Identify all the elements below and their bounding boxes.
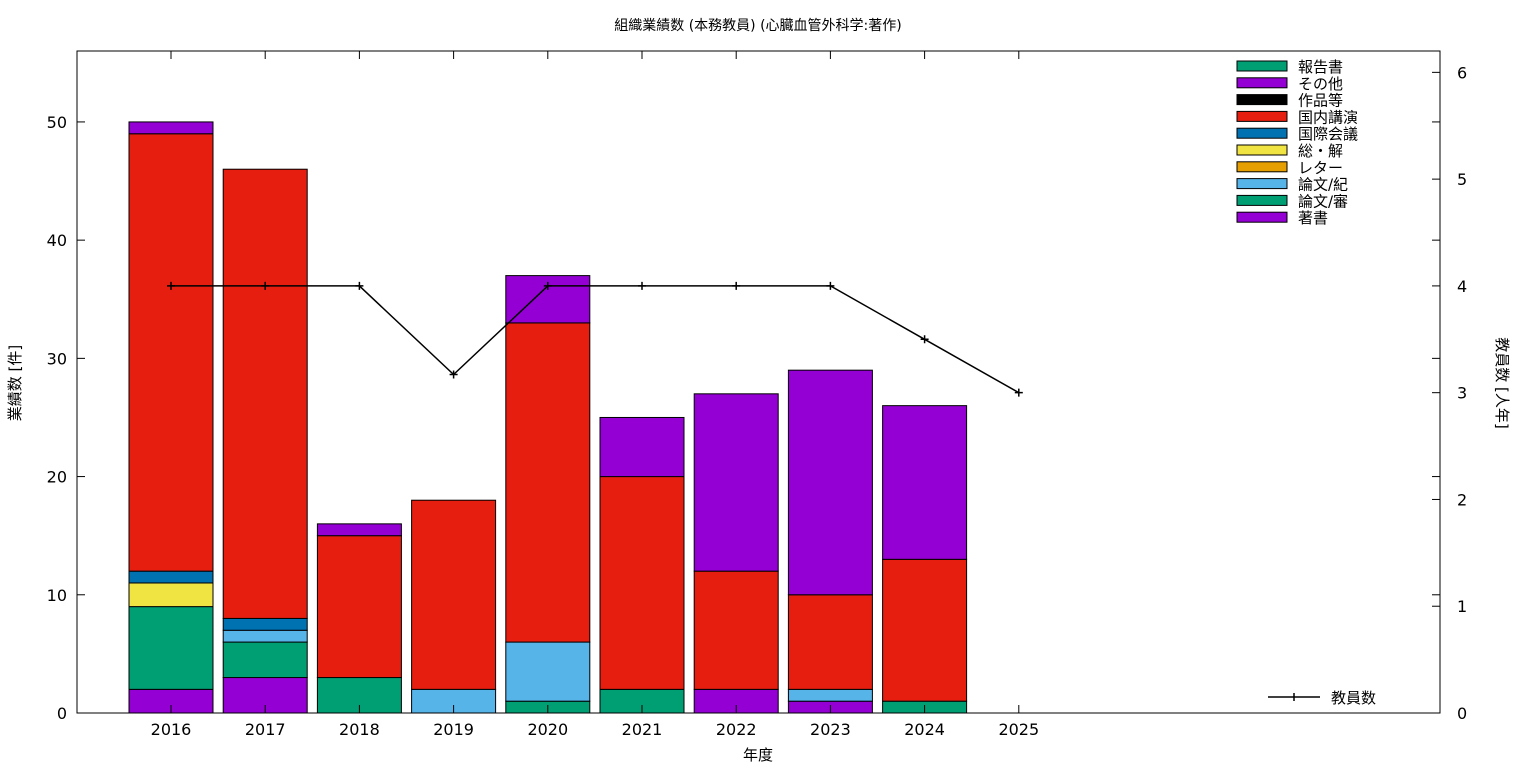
y-tick-label: 10 [47, 586, 67, 605]
line-point-2022 [732, 281, 741, 290]
bar-2016-その他 [128, 121, 214, 135]
legend-label-報告書: 報告書 [1298, 58, 1343, 76]
line-教員数 [171, 285, 1020, 394]
bar-2022-その他 [693, 393, 779, 572]
legend-swatch-レター [1236, 161, 1288, 173]
bar-2017-論文/審 [222, 641, 308, 679]
y-tick-label: 50 [47, 113, 67, 132]
legend-label-論文/紀: 論文/紀 [1298, 176, 1348, 194]
axes-layer: 0 10 20 30 40 50 0 1 2 3 4 5 6 2016 2017 2018 2019 2020 20… [47, 51, 1467, 739]
x-axis-label: 年度 [743, 746, 773, 764]
x-tick-label: 2023 [810, 720, 851, 739]
line-point-2024 [920, 335, 929, 344]
bar-2016-論文/審 [128, 606, 214, 690]
x-tick-label: 2018 [339, 720, 380, 739]
y2-tick-label: 4 [1457, 277, 1467, 296]
x-tick-label: 2021 [622, 720, 663, 739]
y-axis-label: 業績数 [件] [6, 345, 24, 421]
bar-2016-国内講演 [128, 133, 214, 572]
bar-2016-国際会議 [128, 570, 214, 584]
line-point-2018 [355, 281, 364, 290]
y-tick-label: 20 [47, 468, 67, 487]
bar-2023-論文/紀 [787, 688, 873, 702]
bar-2022-国内講演 [693, 570, 779, 690]
legend-swatch-著書 [1236, 211, 1288, 223]
bar-2018-その他 [316, 523, 402, 537]
x-tick-label: 2019 [433, 720, 474, 739]
legend-swatch-国際会議 [1236, 127, 1288, 139]
legend-label-総・解: 総・解 [1298, 142, 1343, 160]
bar-2017-論文/紀 [222, 629, 308, 643]
bar-2017-国際会議 [222, 617, 308, 631]
line-point-2021 [638, 281, 646, 290]
bar-2018-国内講演 [316, 535, 402, 679]
y2-tick-label: 1 [1457, 597, 1467, 616]
legend-label-その他: その他 [1298, 75, 1343, 93]
legend-label-作品等: 作品等 [1298, 92, 1343, 110]
bar-2024-その他 [882, 405, 968, 560]
legend-label-国内講演: 国内講演 [1298, 108, 1358, 126]
legend-label-国際会議: 国際会議 [1298, 125, 1358, 143]
line-point-2023 [826, 281, 835, 290]
line-point-2019 [449, 370, 458, 379]
line-layer [167, 281, 1023, 397]
bar-2016-総・解 [128, 582, 214, 608]
legend-swatch-論文/紀 [1236, 178, 1288, 190]
bar-2021-その他 [599, 416, 685, 478]
line-point-2020 [543, 281, 552, 290]
bar-2024-国内講演 [882, 558, 968, 702]
legend-swatch-その他 [1236, 77, 1288, 89]
plot-frame [76, 50, 1441, 714]
x-tick-label: 2024 [904, 720, 945, 739]
x-tick-label: 2017 [245, 720, 286, 739]
y2-tick-label: 6 [1457, 63, 1467, 82]
bar-2017-国内講演 [222, 168, 308, 619]
x-tick-label: 2022 [716, 720, 757, 739]
bar-2023-国内講演 [787, 594, 873, 690]
legend-swatch-報告書 [1236, 60, 1288, 72]
y2-axis-label: 教員数 [人年] [1493, 337, 1511, 428]
bar-2020-論文/紀 [505, 641, 591, 702]
legend-label-著書: 著書 [1298, 209, 1328, 227]
line-point-2016 [167, 281, 175, 290]
legend-swatch-国内講演 [1236, 110, 1288, 122]
legend-swatch-総・解 [1236, 144, 1288, 156]
y-tick-label: 40 [47, 231, 67, 250]
bar-2023-その他 [787, 369, 873, 596]
legend-swatch-論文/審 [1236, 194, 1288, 206]
line-point-2025 [1014, 388, 1023, 397]
y2-tick-label: 2 [1457, 490, 1467, 509]
legend-label-論文/審: 論文/審 [1298, 192, 1348, 210]
y-tick-label: 0 [57, 704, 67, 723]
bars-layer [128, 121, 968, 714]
y2-tick-label: 3 [1457, 384, 1467, 403]
x-tick-label: 2016 [151, 720, 192, 739]
bar-2021-国内講演 [599, 476, 685, 690]
y2-tick-label: 0 [1457, 704, 1467, 723]
legend-swatch-作品等 [1236, 94, 1288, 106]
line-point-2017 [261, 281, 270, 290]
legend-label-教員数: 教員数 [1331, 689, 1376, 707]
y-tick-label: 30 [47, 349, 67, 368]
y2-tick-label: 5 [1457, 170, 1467, 189]
legend-label-レター: レター [1298, 159, 1343, 177]
chart-title: 組織業績数 (本務教員) (心臓血管外科学:著作) [614, 18, 901, 34]
bar-2019-国内講演 [411, 499, 497, 690]
x-tick-label: 2020 [527, 720, 568, 739]
x-tick-label: 2025 [998, 720, 1039, 739]
bar-2020-国内講演 [505, 322, 591, 643]
